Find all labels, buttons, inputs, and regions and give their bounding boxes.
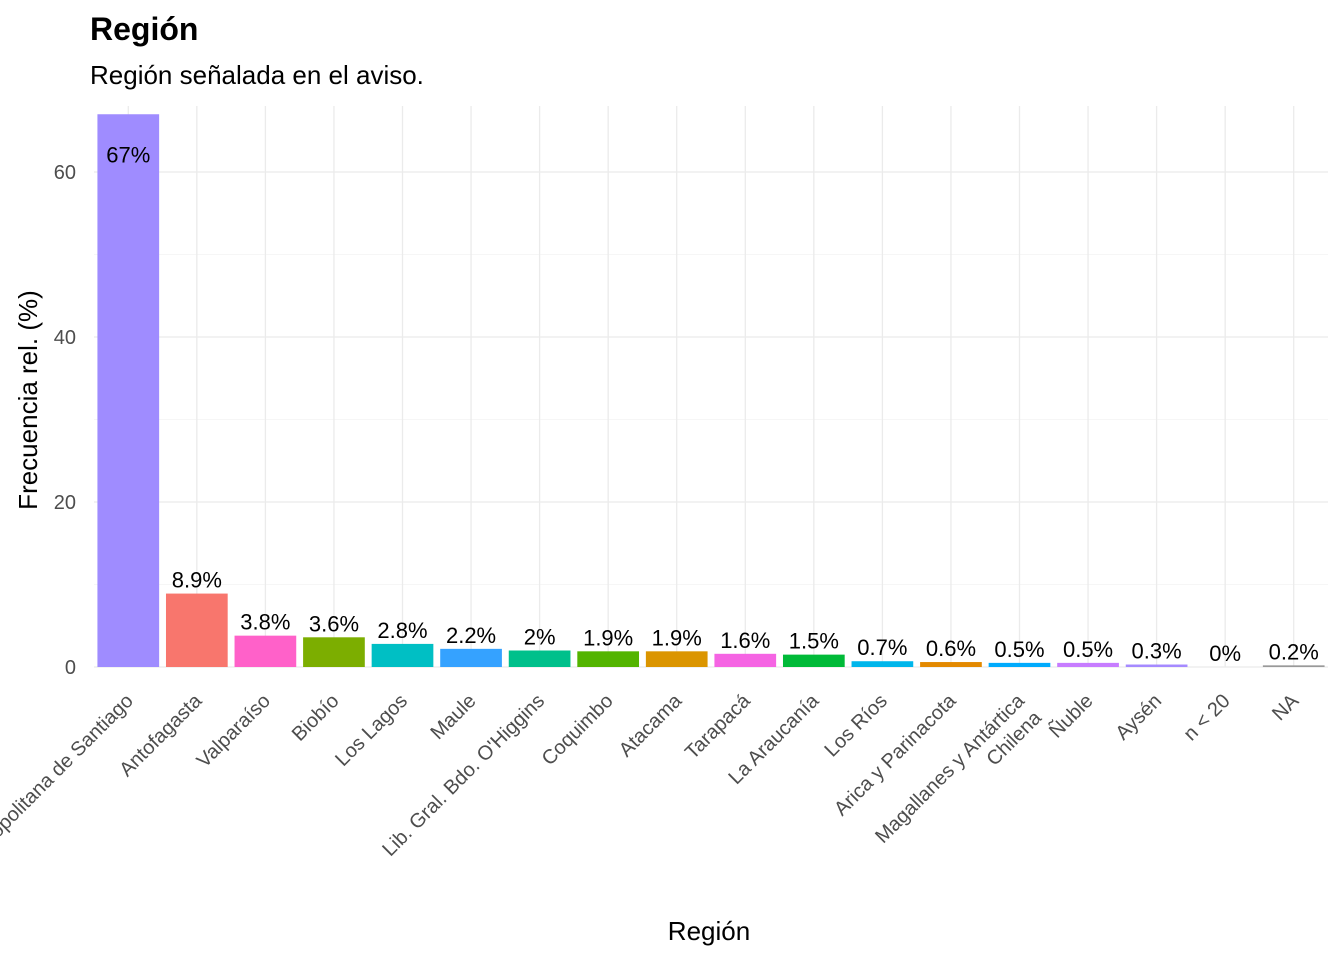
- x-tick-label: NA: [1268, 690, 1304, 726]
- x-axis-ticks: Metropolitana de SantiagoAntofagastaValp…: [0, 689, 1304, 871]
- bar: [1125, 664, 1188, 667]
- data-label: 8.9%: [172, 568, 222, 593]
- data-label: 0.7%: [857, 635, 907, 660]
- bar: [97, 114, 160, 667]
- bar: [645, 651, 708, 667]
- bar: [508, 650, 571, 667]
- bar: [782, 654, 845, 667]
- x-tick-label: Los Ríos: [821, 690, 892, 761]
- bar: [371, 643, 434, 667]
- bar: [577, 651, 640, 667]
- bar: [851, 661, 914, 667]
- x-tick-label: Biobío: [288, 690, 344, 746]
- data-label: 1.9%: [652, 625, 702, 650]
- data-label: 1.6%: [720, 628, 770, 653]
- y-axis-title: Frecuencia rel. (%): [13, 290, 43, 510]
- data-label: 1.9%: [583, 625, 633, 650]
- data-label: 0.5%: [1063, 637, 1113, 662]
- x-tick-label: Maule: [427, 690, 481, 744]
- x-tick-label: Los Lagos: [331, 690, 412, 771]
- data-labels: 67% 8.9% 3.8% 3.6% 2.8% 2.2% 2% 1.9% 1.9% 1.6% 1.5…: [106, 142, 1319, 666]
- gridlines: [94, 106, 1328, 668]
- data-label: 2%: [524, 625, 556, 650]
- data-label: 67%: [106, 142, 150, 167]
- data-label: 3.6%: [309, 611, 359, 636]
- bar: [920, 662, 982, 667]
- y-tick-label: 40: [54, 327, 76, 349]
- x-tick-label: Valparaíso: [193, 690, 275, 772]
- x-axis-title: Región: [668, 916, 750, 946]
- bar: [1262, 665, 1325, 667]
- y-tick-label: 60: [54, 162, 76, 184]
- data-label: 2.8%: [377, 618, 427, 643]
- x-tick-label: n < 20: [1179, 690, 1234, 745]
- bar: [1057, 662, 1119, 667]
- x-tick-label: Magallanes y AntárticaChilena: [871, 689, 1046, 864]
- data-label: 0.3%: [1132, 639, 1182, 664]
- chart-subtitle: Región señalada en el aviso.: [90, 60, 424, 90]
- data-label: 0.6%: [926, 636, 976, 661]
- bar: [714, 653, 777, 667]
- chart-title: Región: [90, 11, 198, 47]
- data-label: 0.2%: [1269, 639, 1319, 664]
- data-label: 3.8%: [240, 610, 290, 635]
- bars: [97, 114, 1325, 667]
- y-tick-label: 20: [54, 492, 76, 514]
- bar: [440, 648, 502, 667]
- data-label: 1.5%: [789, 629, 839, 654]
- y-axis-ticks: 0 20 40 60: [54, 162, 76, 679]
- bar: [234, 635, 297, 667]
- x-tick-label: Metropolitana de Santiago: [0, 690, 138, 871]
- y-tick-label: 0: [65, 657, 76, 679]
- bar: [165, 593, 228, 667]
- x-tick-label: Aysén: [1112, 690, 1167, 745]
- x-tick-label: Arica y Parinacota: [830, 689, 961, 820]
- x-tick-label: Atacama: [615, 689, 687, 761]
- x-tick-label: Coquimbo: [538, 690, 618, 770]
- x-tick-label: Ñuble: [1044, 689, 1098, 743]
- data-label: 0%: [1209, 641, 1241, 666]
- data-label: 0.5%: [994, 637, 1044, 662]
- data-label: 2.2%: [446, 623, 496, 648]
- bar: [303, 637, 365, 667]
- bar: [988, 662, 1051, 667]
